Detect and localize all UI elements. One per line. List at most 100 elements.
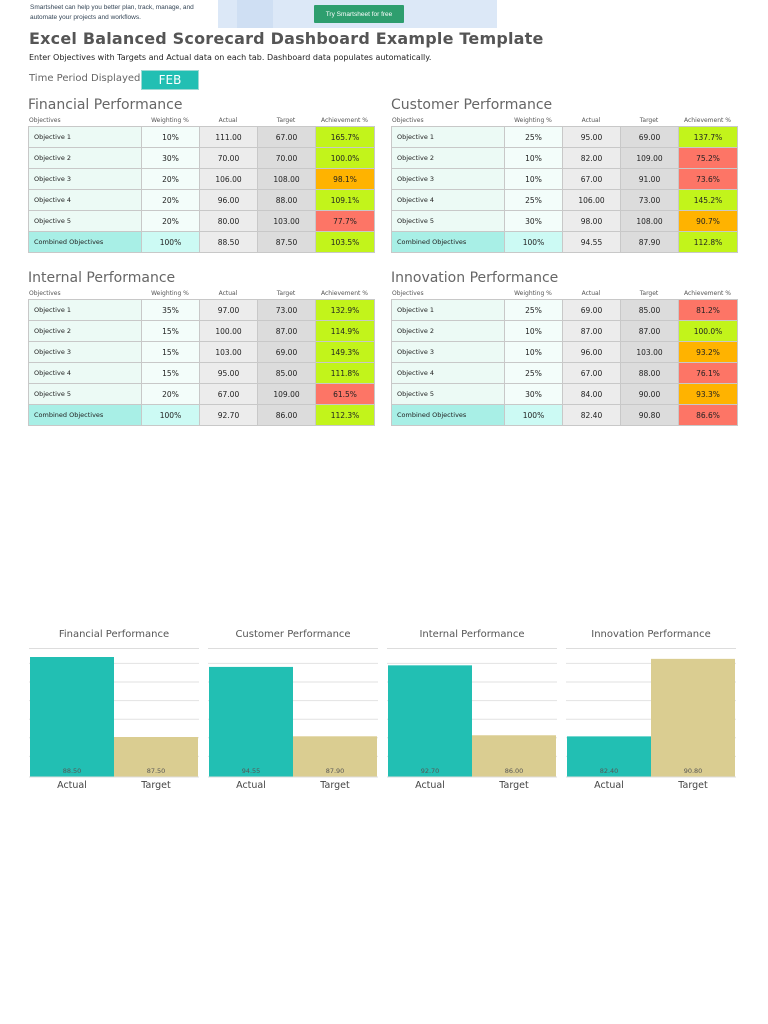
actual-cell[interactable]: 96.00 (562, 341, 621, 363)
target-cell[interactable]: 67.00 (257, 126, 316, 148)
objective-cell[interactable]: Objective 3 (391, 341, 505, 363)
actual-cell[interactable]: 80.00 (199, 210, 258, 232)
weighting-cell[interactable]: 25% (504, 189, 563, 211)
actual-cell[interactable]: 111.00 (199, 126, 258, 148)
actual-cell[interactable]: 95.00 (199, 362, 258, 384)
target-cell[interactable]: 109.00 (620, 147, 679, 169)
weighting-cell[interactable]: 20% (141, 189, 200, 211)
actual-cell[interactable]: 92.70 (199, 404, 258, 426)
actual-cell[interactable]: 67.00 (562, 168, 621, 190)
actual-cell[interactable]: 106.00 (562, 189, 621, 211)
actual-cell[interactable]: 97.00 (199, 299, 258, 321)
actual-cell[interactable]: 106.00 (199, 168, 258, 190)
objective-cell[interactable]: Objective 4 (391, 189, 505, 211)
weighting-cell[interactable]: 100% (504, 231, 563, 253)
time-period-value[interactable]: FEB (141, 70, 199, 90)
weighting-cell[interactable]: 10% (504, 147, 563, 169)
objective-cell[interactable]: Combined Objectives (391, 404, 505, 426)
actual-cell[interactable]: 87.00 (562, 320, 621, 342)
objective-cell[interactable]: Objective 5 (28, 210, 142, 232)
achievement-cell[interactable]: 93.3% (678, 383, 738, 405)
actual-cell[interactable]: 95.00 (562, 126, 621, 148)
objective-cell[interactable]: Objective 1 (391, 299, 505, 321)
achievement-cell[interactable]: 90.7% (678, 210, 738, 232)
achievement-cell[interactable]: 109.1% (315, 189, 375, 211)
target-cell[interactable]: 87.50 (257, 231, 316, 253)
weighting-cell[interactable]: 35% (141, 299, 200, 321)
weighting-cell[interactable]: 30% (504, 210, 563, 232)
target-cell[interactable]: 108.00 (620, 210, 679, 232)
achievement-cell[interactable]: 61.5% (315, 383, 375, 405)
target-cell[interactable]: 90.00 (620, 383, 679, 405)
weighting-cell[interactable]: 25% (504, 299, 563, 321)
target-cell[interactable]: 73.00 (620, 189, 679, 211)
target-cell[interactable]: 103.00 (620, 341, 679, 363)
target-cell[interactable]: 109.00 (257, 383, 316, 405)
objective-cell[interactable]: Objective 4 (28, 189, 142, 211)
weighting-cell[interactable]: 30% (141, 147, 200, 169)
actual-cell[interactable]: 94.55 (562, 231, 621, 253)
target-cell[interactable]: 88.00 (257, 189, 316, 211)
objective-cell[interactable]: Objective 2 (28, 320, 142, 342)
achievement-cell[interactable]: 86.6% (678, 404, 738, 426)
actual-cell[interactable]: 82.00 (562, 147, 621, 169)
weighting-cell[interactable]: 25% (504, 126, 563, 148)
weighting-cell[interactable]: 15% (141, 320, 200, 342)
achievement-cell[interactable]: 111.8% (315, 362, 375, 384)
target-cell[interactable]: 85.00 (620, 299, 679, 321)
achievement-cell[interactable]: 76.1% (678, 362, 738, 384)
achievement-cell[interactable]: 75.2% (678, 147, 738, 169)
weighting-cell[interactable]: 20% (141, 168, 200, 190)
weighting-cell[interactable]: 100% (504, 404, 563, 426)
actual-cell[interactable]: 67.00 (562, 362, 621, 384)
target-cell[interactable]: 87.00 (257, 320, 316, 342)
target-cell[interactable]: 90.80 (620, 404, 679, 426)
objective-cell[interactable]: Objective 3 (28, 168, 142, 190)
achievement-cell[interactable]: 132.9% (315, 299, 375, 321)
achievement-cell[interactable]: 98.1% (315, 168, 375, 190)
achievement-cell[interactable]: 103.5% (315, 231, 375, 253)
objective-cell[interactable]: Objective 4 (28, 362, 142, 384)
target-cell[interactable]: 103.00 (257, 210, 316, 232)
achievement-cell[interactable]: 145.2% (678, 189, 738, 211)
weighting-cell[interactable]: 30% (504, 383, 563, 405)
weighting-cell[interactable]: 100% (141, 231, 200, 253)
weighting-cell[interactable]: 10% (504, 168, 563, 190)
target-cell[interactable]: 108.00 (257, 168, 316, 190)
weighting-cell[interactable]: 100% (141, 404, 200, 426)
target-cell[interactable]: 69.00 (257, 341, 316, 363)
objective-cell[interactable]: Objective 1 (391, 126, 505, 148)
objective-cell[interactable]: Combined Objectives (28, 231, 142, 253)
achievement-cell[interactable]: 93.2% (678, 341, 738, 363)
target-cell[interactable]: 69.00 (620, 126, 679, 148)
weighting-cell[interactable]: 10% (141, 126, 200, 148)
objective-cell[interactable]: Objective 2 (28, 147, 142, 169)
weighting-cell[interactable]: 10% (504, 320, 563, 342)
actual-cell[interactable]: 82.40 (562, 404, 621, 426)
achievement-cell[interactable]: 100.0% (678, 320, 738, 342)
objective-cell[interactable]: Combined Objectives (28, 404, 142, 426)
objective-cell[interactable]: Objective 5 (391, 210, 505, 232)
achievement-cell[interactable]: 112.8% (678, 231, 738, 253)
achievement-cell[interactable]: 77.7% (315, 210, 375, 232)
target-cell[interactable]: 73.00 (257, 299, 316, 321)
objective-cell[interactable]: Objective 3 (28, 341, 142, 363)
objective-cell[interactable]: Objective 5 (28, 383, 142, 405)
target-cell[interactable]: 86.00 (257, 404, 316, 426)
objective-cell[interactable]: Objective 2 (391, 147, 505, 169)
actual-cell[interactable]: 88.50 (199, 231, 258, 253)
achievement-cell[interactable]: 100.0% (315, 147, 375, 169)
target-cell[interactable]: 85.00 (257, 362, 316, 384)
weighting-cell[interactable]: 15% (141, 362, 200, 384)
weighting-cell[interactable]: 10% (504, 341, 563, 363)
actual-cell[interactable]: 100.00 (199, 320, 258, 342)
achievement-cell[interactable]: 112.3% (315, 404, 375, 426)
objective-cell[interactable]: Objective 3 (391, 168, 505, 190)
objective-cell[interactable]: Objective 4 (391, 362, 505, 384)
target-cell[interactable]: 87.00 (620, 320, 679, 342)
objective-cell[interactable]: Objective 5 (391, 383, 505, 405)
actual-cell[interactable]: 98.00 (562, 210, 621, 232)
achievement-cell[interactable]: 73.6% (678, 168, 738, 190)
objective-cell[interactable]: Objective 1 (28, 299, 142, 321)
weighting-cell[interactable]: 15% (141, 341, 200, 363)
